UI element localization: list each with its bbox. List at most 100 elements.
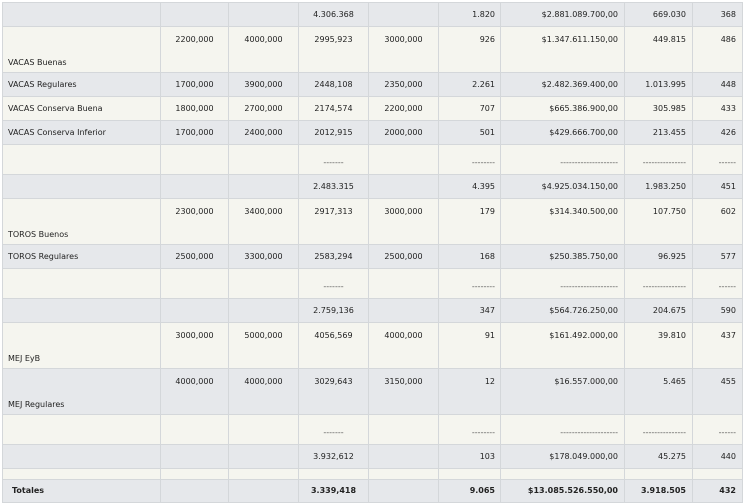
category-cell [2,2,161,27]
weight-cell: 305.985 [624,96,693,121]
count-cell: 103 [438,444,501,469]
category-cell: TOROS Buenos [2,198,161,245]
weight-cell: 96.925 [624,244,693,269]
average-cell: 3.932,612 [298,444,369,469]
value-cell [368,174,439,199]
table-row [2,468,743,480]
count-cell: -------- [438,414,501,445]
category-cell [2,444,161,469]
average-cell: 2448,108 [298,72,369,97]
value-cell: 2500,000 [368,244,439,269]
value-cell: 4000,000 [228,368,299,415]
amount-cell: -------------------- [500,414,625,445]
count-cell: 501 [438,120,501,145]
value-cell: 2200,000 [160,26,229,73]
value-cell [228,268,299,299]
table-row: 4.306.368 1.820 $2.881.089.700,00 669.030 36… [2,2,743,27]
value-cell: 3000,000 [160,322,229,369]
value-cell: 2200,000 [368,96,439,121]
weight-cell: 1.013.995 [624,72,693,97]
category-cell: VACAS Conserva Inferior [2,120,161,145]
ratio-cell: 455 [692,368,743,415]
separator-row: ------- -------- -------------------- -----… [2,414,743,445]
category-cell [2,468,161,480]
category-cell: VACAS Conserva Buena [2,96,161,121]
value-cell [160,468,229,480]
count-cell: 179 [438,198,501,245]
ratio-cell: 440 [692,444,743,469]
ratio-cell: ------ [692,144,743,175]
amount-cell: $178.049.000,00 [500,444,625,469]
count-cell [438,468,501,480]
count-cell: -------- [438,268,501,299]
amount-cell: $314.340.500,00 [500,198,625,245]
separator-row: ------- -------- -------------------- -----… [2,144,743,175]
value-cell: 2500,000 [160,244,229,269]
category-cell: VACAS Regulares [2,72,161,97]
value-cell [228,444,299,469]
average-cell: 2583,294 [298,244,369,269]
amount-cell: $564.726.250,00 [500,298,625,323]
weight-cell: 5.465 [624,368,693,415]
average-cell: ------- [298,144,369,175]
weight-cell: 449.815 [624,26,693,73]
count-cell: 4.395 [438,174,501,199]
average-cell: 3.339,418 [298,479,369,503]
ratio-cell: 486 [692,26,743,73]
average-cell: 2.483.315 [298,174,369,199]
totals-row: Totales 3.339,418 9.065 $13.085.526.550,00 3… [2,479,743,503]
value-cell [160,479,229,503]
ratio-cell: 437 [692,322,743,369]
count-cell: 926 [438,26,501,73]
weight-cell: 3.918.505 [624,479,693,503]
amount-cell: $13.085.526.550,00 [500,479,625,503]
table-row: TOROS Regulares 2500,000 3300,000 2583,294 2… [2,244,743,269]
value-cell: 3000,000 [368,198,439,245]
value-cell [160,144,229,175]
value-cell: 5000,000 [228,322,299,369]
count-cell: 707 [438,96,501,121]
amount-cell: -------------------- [500,268,625,299]
ratio-cell: 448 [692,72,743,97]
category-cell: Totales [2,479,161,503]
average-cell: 4056,569 [298,322,369,369]
value-cell: 2300,000 [160,198,229,245]
value-cell [368,298,439,323]
weight-cell: 1.983.250 [624,174,693,199]
category-cell: VACAS Buenas [2,26,161,73]
weight-cell [624,468,693,480]
average-cell [298,468,369,480]
value-cell: 2400,000 [228,120,299,145]
category-cell [2,174,161,199]
category-cell: TOROS Regulares [2,244,161,269]
ratio-cell: 433 [692,96,743,121]
weight-cell: 39.810 [624,322,693,369]
table-row: VACAS Regulares 1700,000 3900,000 2448,108 2… [2,72,743,97]
table-row: VACAS Buenas 2200,000 4000,000 2995,923 3000… [2,26,743,73]
category-cell [2,144,161,175]
value-cell [160,444,229,469]
amount-cell: $4.925.034.150,00 [500,174,625,199]
count-cell: 347 [438,298,501,323]
count-cell: 9.065 [438,479,501,503]
value-cell: 3300,000 [228,244,299,269]
count-cell: 12 [438,368,501,415]
amount-cell: $1.347.611.150,00 [500,26,625,73]
value-cell [228,479,299,503]
ratio-cell: 590 [692,298,743,323]
average-cell: 4.306.368 [298,2,369,27]
value-cell [368,479,439,503]
value-cell: 2350,000 [368,72,439,97]
ratio-cell: 451 [692,174,743,199]
amount-cell: $2.482.369.400,00 [500,72,625,97]
category-cell: MEJ EyB [2,322,161,369]
value-cell [368,144,439,175]
value-cell: 3150,000 [368,368,439,415]
value-cell [160,414,229,445]
table-row: MEJ EyB 3000,000 5000,000 4056,569 4000,000 9… [2,322,743,369]
value-cell [368,268,439,299]
table-row: VACAS Conserva Inferior 1700,000 2400,000 2… [2,120,743,145]
count-cell: 2.261 [438,72,501,97]
ratio-cell: 426 [692,120,743,145]
